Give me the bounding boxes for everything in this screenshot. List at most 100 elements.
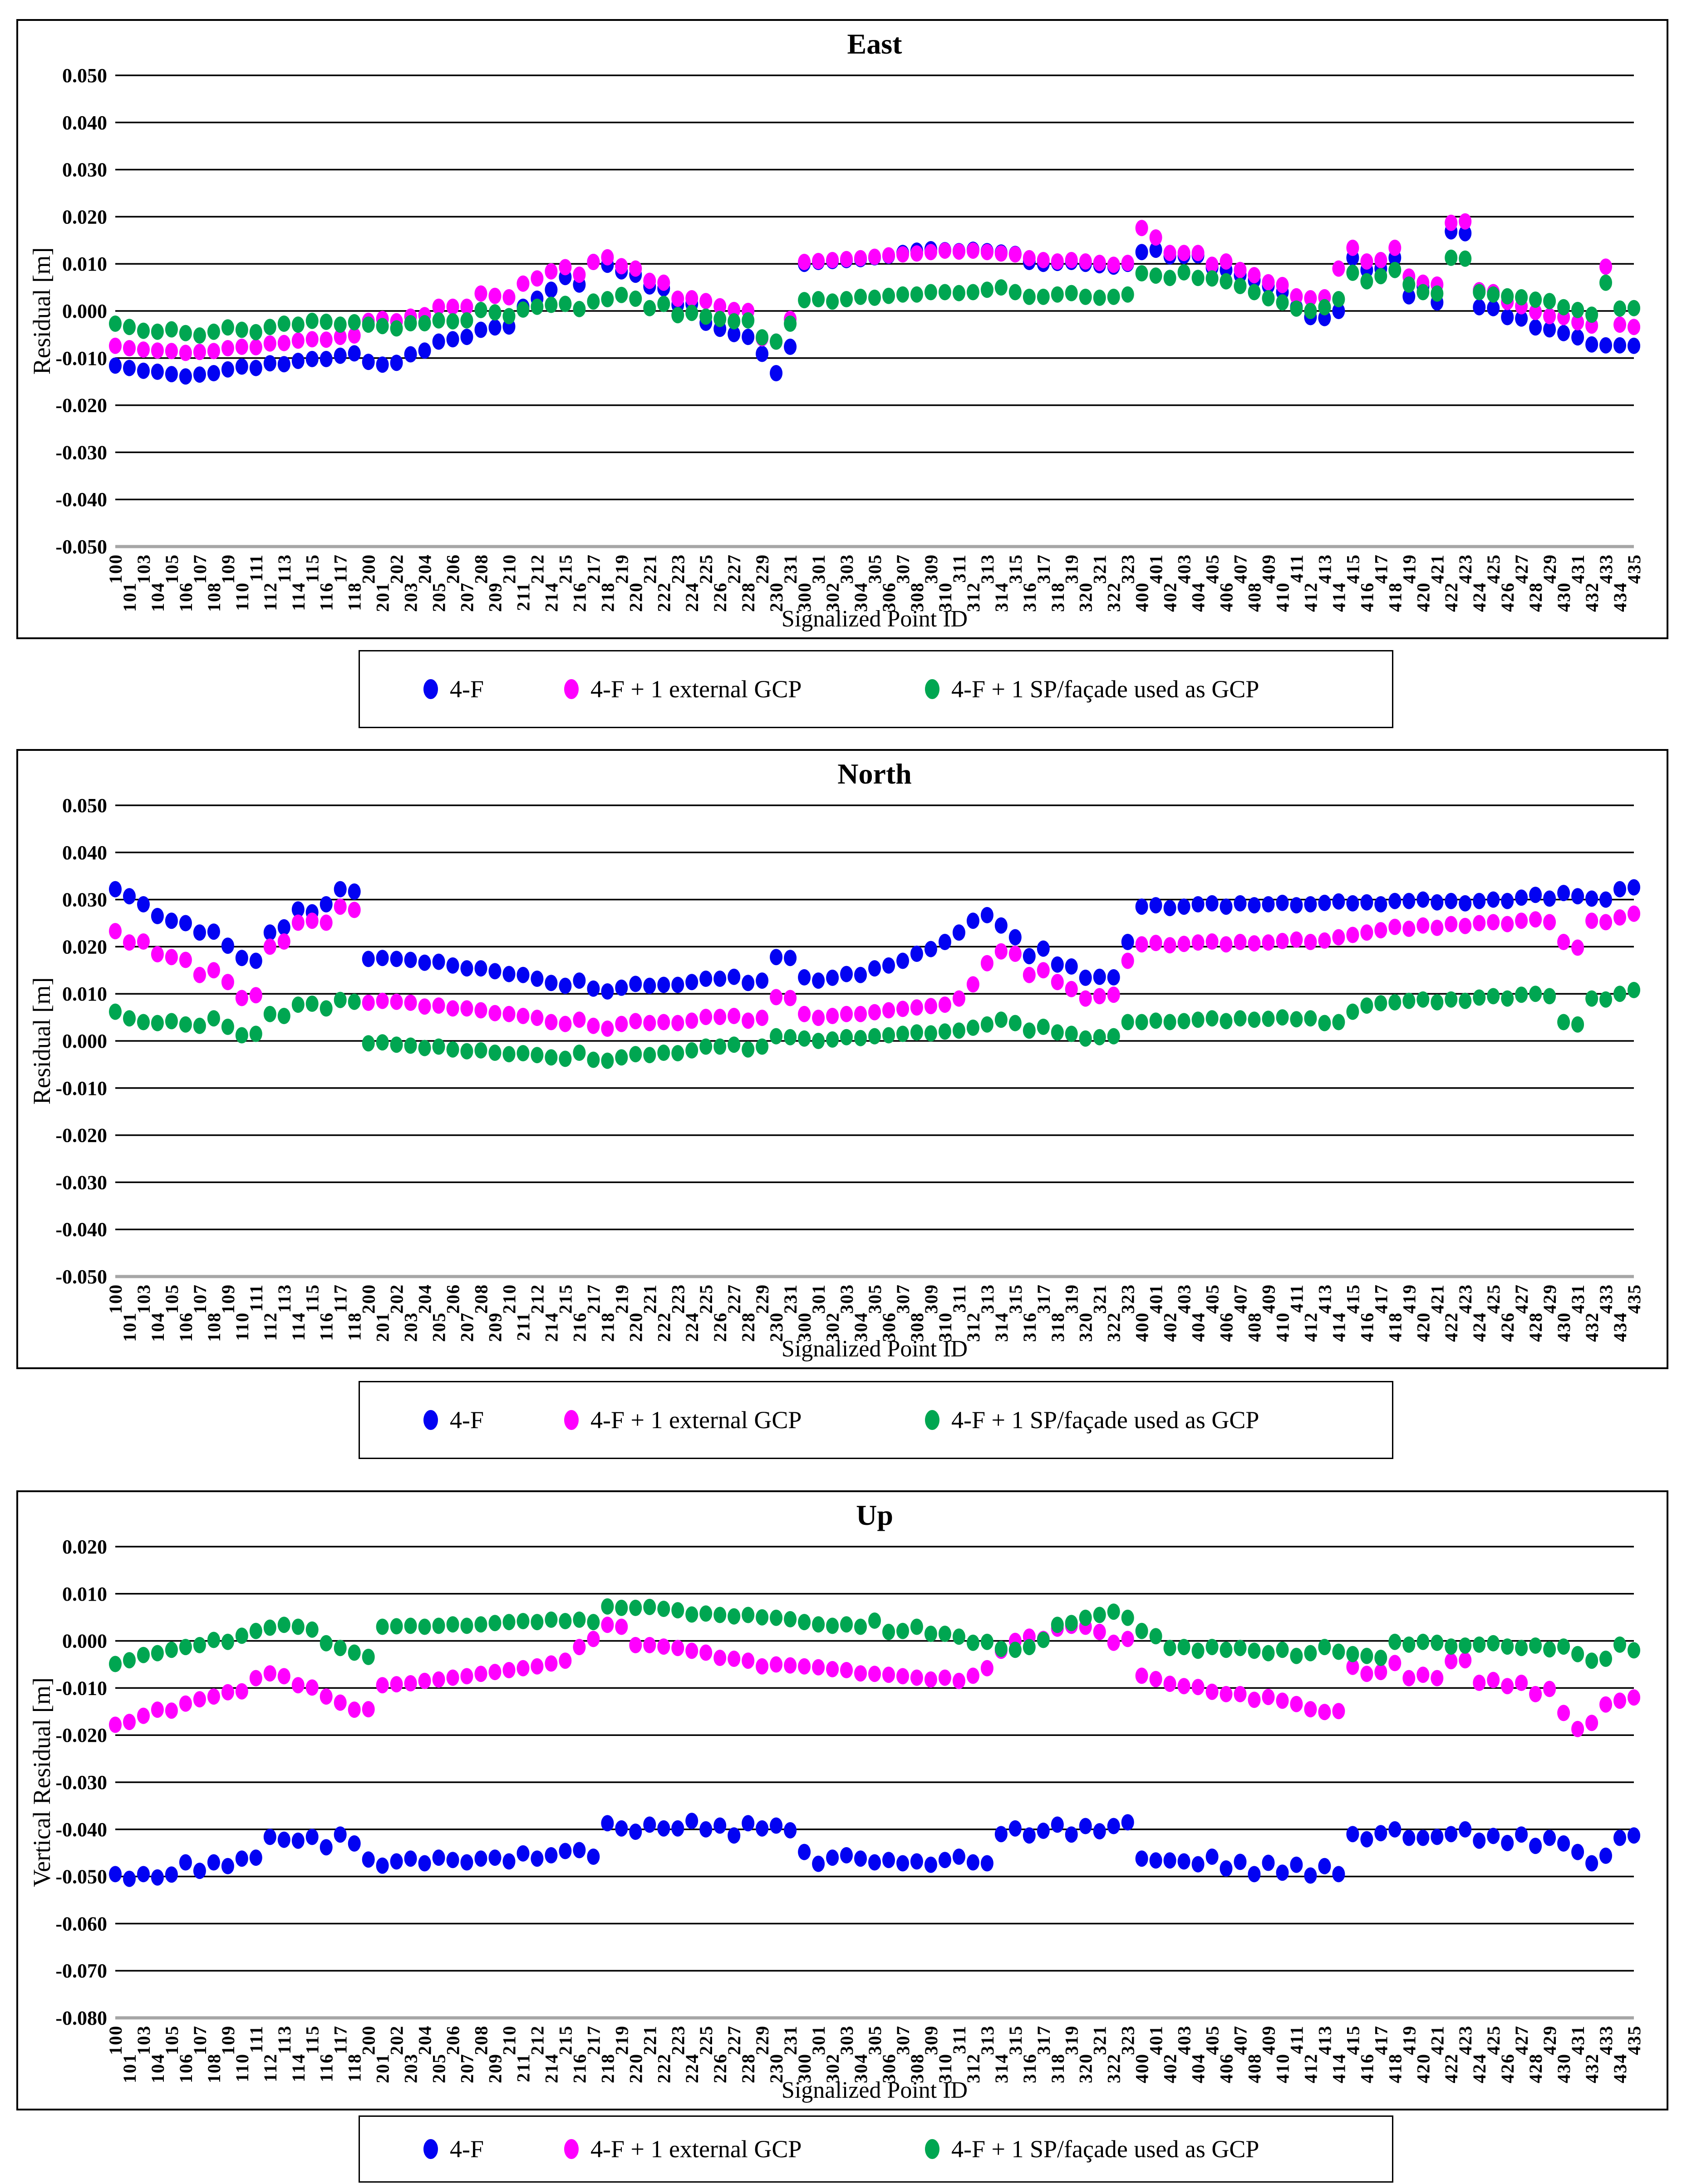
svg-text:316: 316	[1019, 2053, 1040, 2083]
svg-text:0.020: 0.020	[62, 936, 107, 958]
svg-text:312: 312	[963, 1312, 984, 1342]
svg-text:101: 101	[119, 582, 140, 612]
svg-text:422: 422	[1441, 1312, 1461, 1342]
svg-text:302: 302	[822, 2053, 843, 2083]
svg-text:427: 427	[1511, 554, 1532, 584]
svg-text:305: 305	[865, 1284, 885, 1314]
svg-text:414: 414	[1328, 2053, 1349, 2083]
svg-text:101: 101	[119, 1312, 140, 1342]
svg-text:430: 430	[1554, 582, 1574, 612]
series-marker-4f-icon	[423, 1410, 438, 1430]
svg-text:318: 318	[1048, 2053, 1068, 2083]
svg-text:409: 409	[1258, 554, 1279, 584]
svg-text:114: 114	[288, 582, 309, 611]
svg-text:211: 211	[513, 582, 533, 611]
svg-text:220: 220	[625, 582, 646, 612]
svg-text:110: 110	[232, 582, 252, 611]
svg-text:420: 420	[1413, 2053, 1433, 2083]
svg-text:110: 110	[232, 1312, 252, 1341]
svg-text:-0.080: -0.080	[55, 2007, 107, 2029]
svg-text:303: 303	[836, 2025, 857, 2055]
svg-text:432: 432	[1582, 1312, 1602, 1342]
svg-text:423: 423	[1455, 554, 1475, 584]
svg-text:427: 427	[1511, 2025, 1532, 2055]
svg-text:110: 110	[232, 2053, 252, 2082]
svg-text:226: 226	[710, 582, 730, 612]
svg-text:230: 230	[766, 1312, 787, 1342]
svg-text:-0.020: -0.020	[55, 394, 107, 417]
series-marker-4f-icon	[423, 679, 438, 699]
svg-text:405: 405	[1202, 2025, 1223, 2055]
svg-text:415: 415	[1343, 554, 1363, 584]
svg-text:322: 322	[1104, 1312, 1124, 1342]
svg-text:300: 300	[794, 582, 815, 612]
svg-text:431: 431	[1568, 1284, 1588, 1314]
svg-text:419: 419	[1399, 2025, 1419, 2055]
svg-text:422: 422	[1441, 2053, 1461, 2083]
svg-text:201: 201	[373, 2053, 393, 2083]
svg-text:401: 401	[1146, 1284, 1166, 1314]
series-marker-sp-facade-icon	[925, 1410, 939, 1430]
series-marker-4f-icon	[423, 2139, 438, 2159]
svg-text:0.000: 0.000	[62, 1030, 107, 1052]
svg-text:204: 204	[415, 2025, 435, 2055]
svg-text:223: 223	[668, 554, 688, 584]
svg-text:222: 222	[654, 582, 674, 612]
svg-text:214: 214	[541, 582, 561, 612]
svg-text:109: 109	[218, 1284, 238, 1314]
svg-text:207: 207	[457, 2053, 477, 2083]
svg-text:408: 408	[1244, 582, 1265, 612]
svg-text:-0.050: -0.050	[55, 1866, 107, 1888]
svg-text:430: 430	[1554, 2053, 1574, 2083]
svg-text:222: 222	[654, 2053, 674, 2083]
svg-text:313: 313	[977, 1284, 998, 1314]
svg-text:200: 200	[359, 554, 379, 584]
svg-text:219: 219	[611, 554, 632, 584]
svg-text:305: 305	[865, 2025, 885, 2055]
legend-label-4f: 4-F	[450, 1406, 484, 1434]
svg-text:0.050: 0.050	[62, 794, 107, 817]
svg-text:220: 220	[625, 1312, 646, 1342]
svg-text:203: 203	[401, 582, 421, 612]
svg-text:322: 322	[1104, 2053, 1124, 2083]
svg-text:320: 320	[1076, 582, 1096, 612]
svg-text:310: 310	[935, 582, 955, 612]
svg-text:425: 425	[1483, 1284, 1504, 1314]
svg-text:215: 215	[555, 554, 575, 584]
svg-text:408: 408	[1244, 1312, 1265, 1342]
svg-text:428: 428	[1525, 582, 1546, 612]
svg-text:118: 118	[344, 2053, 365, 2082]
svg-text:111: 111	[246, 554, 266, 582]
svg-text:106: 106	[176, 1312, 196, 1342]
svg-text:113: 113	[274, 2025, 295, 2054]
svg-text:228: 228	[738, 2053, 758, 2083]
svg-text:435: 435	[1624, 554, 1644, 584]
svg-text:203: 203	[401, 1312, 421, 1342]
svg-text:215: 215	[555, 1284, 575, 1314]
svg-text:405: 405	[1202, 1284, 1223, 1314]
svg-text:403: 403	[1174, 1284, 1195, 1314]
legend-label-sp-facade: 4-F + 1 SP/façade used as GCP	[951, 1406, 1259, 1434]
svg-text:323: 323	[1118, 1284, 1138, 1314]
svg-text:221: 221	[639, 1284, 660, 1314]
svg-text:317: 317	[1033, 1284, 1054, 1314]
svg-text:431: 431	[1568, 554, 1588, 584]
svg-text:0.010: 0.010	[62, 1583, 107, 1605]
svg-text:424: 424	[1469, 1312, 1490, 1342]
svg-text:311: 311	[949, 554, 969, 583]
svg-text:318: 318	[1048, 1312, 1068, 1342]
svg-text:402: 402	[1160, 2053, 1180, 2083]
legend-item-4f: 4-F	[423, 2117, 484, 2181]
svg-text:407: 407	[1230, 2025, 1251, 2055]
chart-title-north: North	[837, 758, 912, 790]
svg-text:115: 115	[302, 554, 323, 583]
svg-text:201: 201	[373, 582, 393, 612]
svg-text:0.020: 0.020	[62, 1536, 107, 1558]
svg-text:321: 321	[1090, 1284, 1110, 1314]
svg-text:117: 117	[330, 2025, 351, 2054]
svg-text:115: 115	[302, 1284, 323, 1313]
svg-text:406: 406	[1216, 2053, 1237, 2083]
svg-text:401: 401	[1146, 554, 1166, 584]
svg-text:-0.030: -0.030	[55, 1171, 107, 1193]
svg-text:-0.030: -0.030	[55, 1771, 107, 1794]
